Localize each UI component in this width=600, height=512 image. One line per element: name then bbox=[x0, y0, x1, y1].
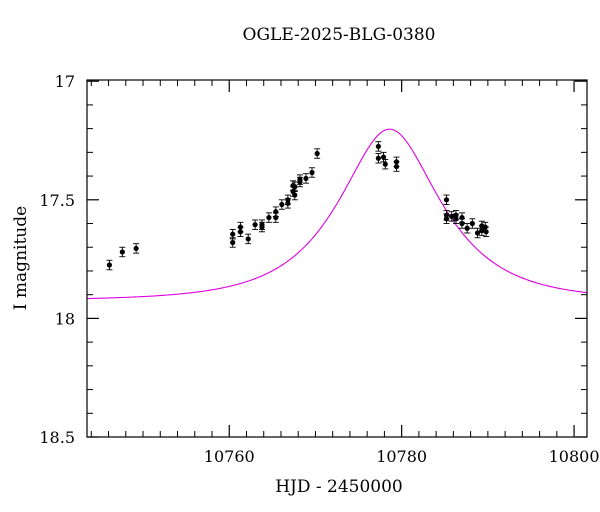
data-marker bbox=[273, 214, 279, 221]
data-points bbox=[106, 141, 490, 271]
y-axis-label: I magnitude bbox=[11, 206, 31, 310]
minor-ticks bbox=[87, 80, 587, 437]
data-point bbox=[314, 148, 321, 159]
data-marker bbox=[292, 192, 298, 198]
data-point bbox=[309, 167, 315, 178]
data-marker bbox=[266, 214, 272, 221]
data-point bbox=[448, 211, 455, 222]
data-point bbox=[119, 246, 126, 258]
y-tick-label: 17.5 bbox=[39, 191, 75, 210]
data-marker bbox=[303, 175, 309, 182]
y-tick-label: 18.5 bbox=[39, 428, 75, 447]
y-tick-label: 18 bbox=[55, 309, 75, 328]
x-tick-label: 10800 bbox=[549, 447, 600, 466]
data-point bbox=[259, 221, 265, 233]
data-point bbox=[106, 259, 113, 271]
x-axis-label: HJD - 2450000 bbox=[275, 477, 403, 497]
data-marker bbox=[297, 179, 303, 185]
data-marker bbox=[106, 262, 113, 268]
data-marker bbox=[237, 224, 244, 230]
data-point bbox=[452, 213, 459, 224]
data-point bbox=[302, 173, 309, 184]
data-point bbox=[133, 243, 140, 254]
data-point bbox=[296, 176, 303, 188]
data-marker bbox=[259, 224, 265, 230]
data-point bbox=[382, 159, 389, 170]
data-marker bbox=[474, 230, 481, 236]
data-marker bbox=[443, 197, 450, 203]
model-curve bbox=[86, 128, 588, 300]
data-point bbox=[375, 153, 382, 164]
data-marker bbox=[375, 155, 381, 161]
data-marker bbox=[380, 154, 387, 160]
data-marker bbox=[393, 163, 400, 170]
chart-title: OGLE-2025-BLG-0380 bbox=[243, 25, 436, 45]
data-marker bbox=[119, 249, 125, 255]
data-point bbox=[272, 212, 279, 223]
data-point bbox=[252, 219, 259, 230]
y-tick-label: 17 bbox=[55, 72, 75, 91]
data-marker bbox=[285, 200, 291, 206]
data-point bbox=[375, 141, 382, 152]
tick-labels: 10760 10780 10800 17 17.5 18 18.5 bbox=[39, 72, 599, 466]
data-marker bbox=[252, 222, 258, 228]
data-point bbox=[443, 210, 450, 221]
x-tick-label: 10780 bbox=[376, 447, 427, 466]
data-point bbox=[483, 226, 490, 238]
data-point bbox=[245, 233, 252, 245]
data-marker bbox=[459, 214, 465, 221]
data-point bbox=[284, 198, 291, 209]
data-marker bbox=[133, 245, 139, 252]
data-marker bbox=[245, 236, 251, 242]
data-point bbox=[291, 189, 298, 201]
data-marker bbox=[230, 231, 236, 237]
data-point bbox=[229, 228, 236, 240]
major-ticks bbox=[87, 80, 587, 438]
data-marker bbox=[443, 212, 450, 218]
plot-area-frame bbox=[86, 79, 588, 438]
data-point bbox=[278, 199, 285, 210]
data-point bbox=[393, 161, 400, 172]
data-marker bbox=[483, 229, 489, 235]
data-point bbox=[237, 221, 244, 233]
x-tick-label: 10760 bbox=[204, 447, 255, 466]
data-marker bbox=[375, 143, 381, 150]
data-point bbox=[443, 194, 450, 205]
data-marker bbox=[279, 201, 285, 208]
data-marker bbox=[453, 216, 459, 222]
data-marker bbox=[449, 213, 455, 219]
data-marker bbox=[309, 169, 315, 176]
data-point bbox=[464, 223, 471, 234]
data-marker bbox=[469, 220, 475, 227]
data-marker bbox=[292, 184, 298, 190]
model-layer bbox=[86, 128, 588, 300]
data-point bbox=[265, 212, 272, 223]
data-marker bbox=[382, 161, 388, 167]
data-marker bbox=[230, 239, 236, 246]
data-marker bbox=[314, 150, 320, 157]
data-marker bbox=[464, 225, 470, 231]
data-point bbox=[474, 227, 481, 239]
data-point bbox=[459, 212, 465, 223]
data-point bbox=[469, 218, 476, 229]
